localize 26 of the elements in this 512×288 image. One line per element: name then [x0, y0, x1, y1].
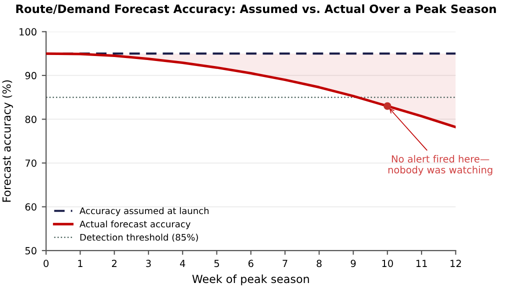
legend-label: Detection threshold (85%)	[80, 234, 198, 242]
x-tick-label: 7	[282, 260, 288, 267]
y-tick-label: 100	[20, 28, 36, 36]
x-tick-label: 4	[180, 260, 186, 267]
y-tick-label: 90	[25, 72, 36, 80]
annotation: No alert fired here— nobody was watching	[388, 155, 492, 176]
legend-label: Accuracy assumed at launch	[80, 207, 209, 216]
x-tick-label: 3	[146, 260, 151, 268]
y-tick-label: 60	[25, 203, 36, 211]
legend-label: Actual forecast accuracy	[80, 220, 190, 230]
x-tick-label: 10	[382, 260, 393, 268]
y-tick-label: 70	[25, 159, 36, 167]
chart-title: Route/Demand Forecast Accuracy: Assumed vs. Actual Over a Peak Season	[16, 4, 496, 16]
x-tick-label: 6	[248, 260, 254, 268]
x-axis-title: Week of peak season	[192, 274, 309, 286]
x-tick-label: 5	[214, 260, 219, 268]
y-tick-label: 50	[25, 247, 36, 254]
x-tick-label: 11	[416, 260, 427, 267]
x-tick-label: 12	[450, 260, 461, 267]
x-tick-label: 8	[316, 260, 322, 268]
y-axis-title: Forecast accuracy (%)	[2, 80, 13, 202]
x-tick-label: 0	[44, 260, 49, 268]
y-tick-label: 80	[25, 116, 36, 124]
x-tick-label: 2	[112, 260, 116, 267]
x-tick-label: 9	[350, 260, 356, 268]
x-tick-label: 1	[78, 260, 82, 267]
